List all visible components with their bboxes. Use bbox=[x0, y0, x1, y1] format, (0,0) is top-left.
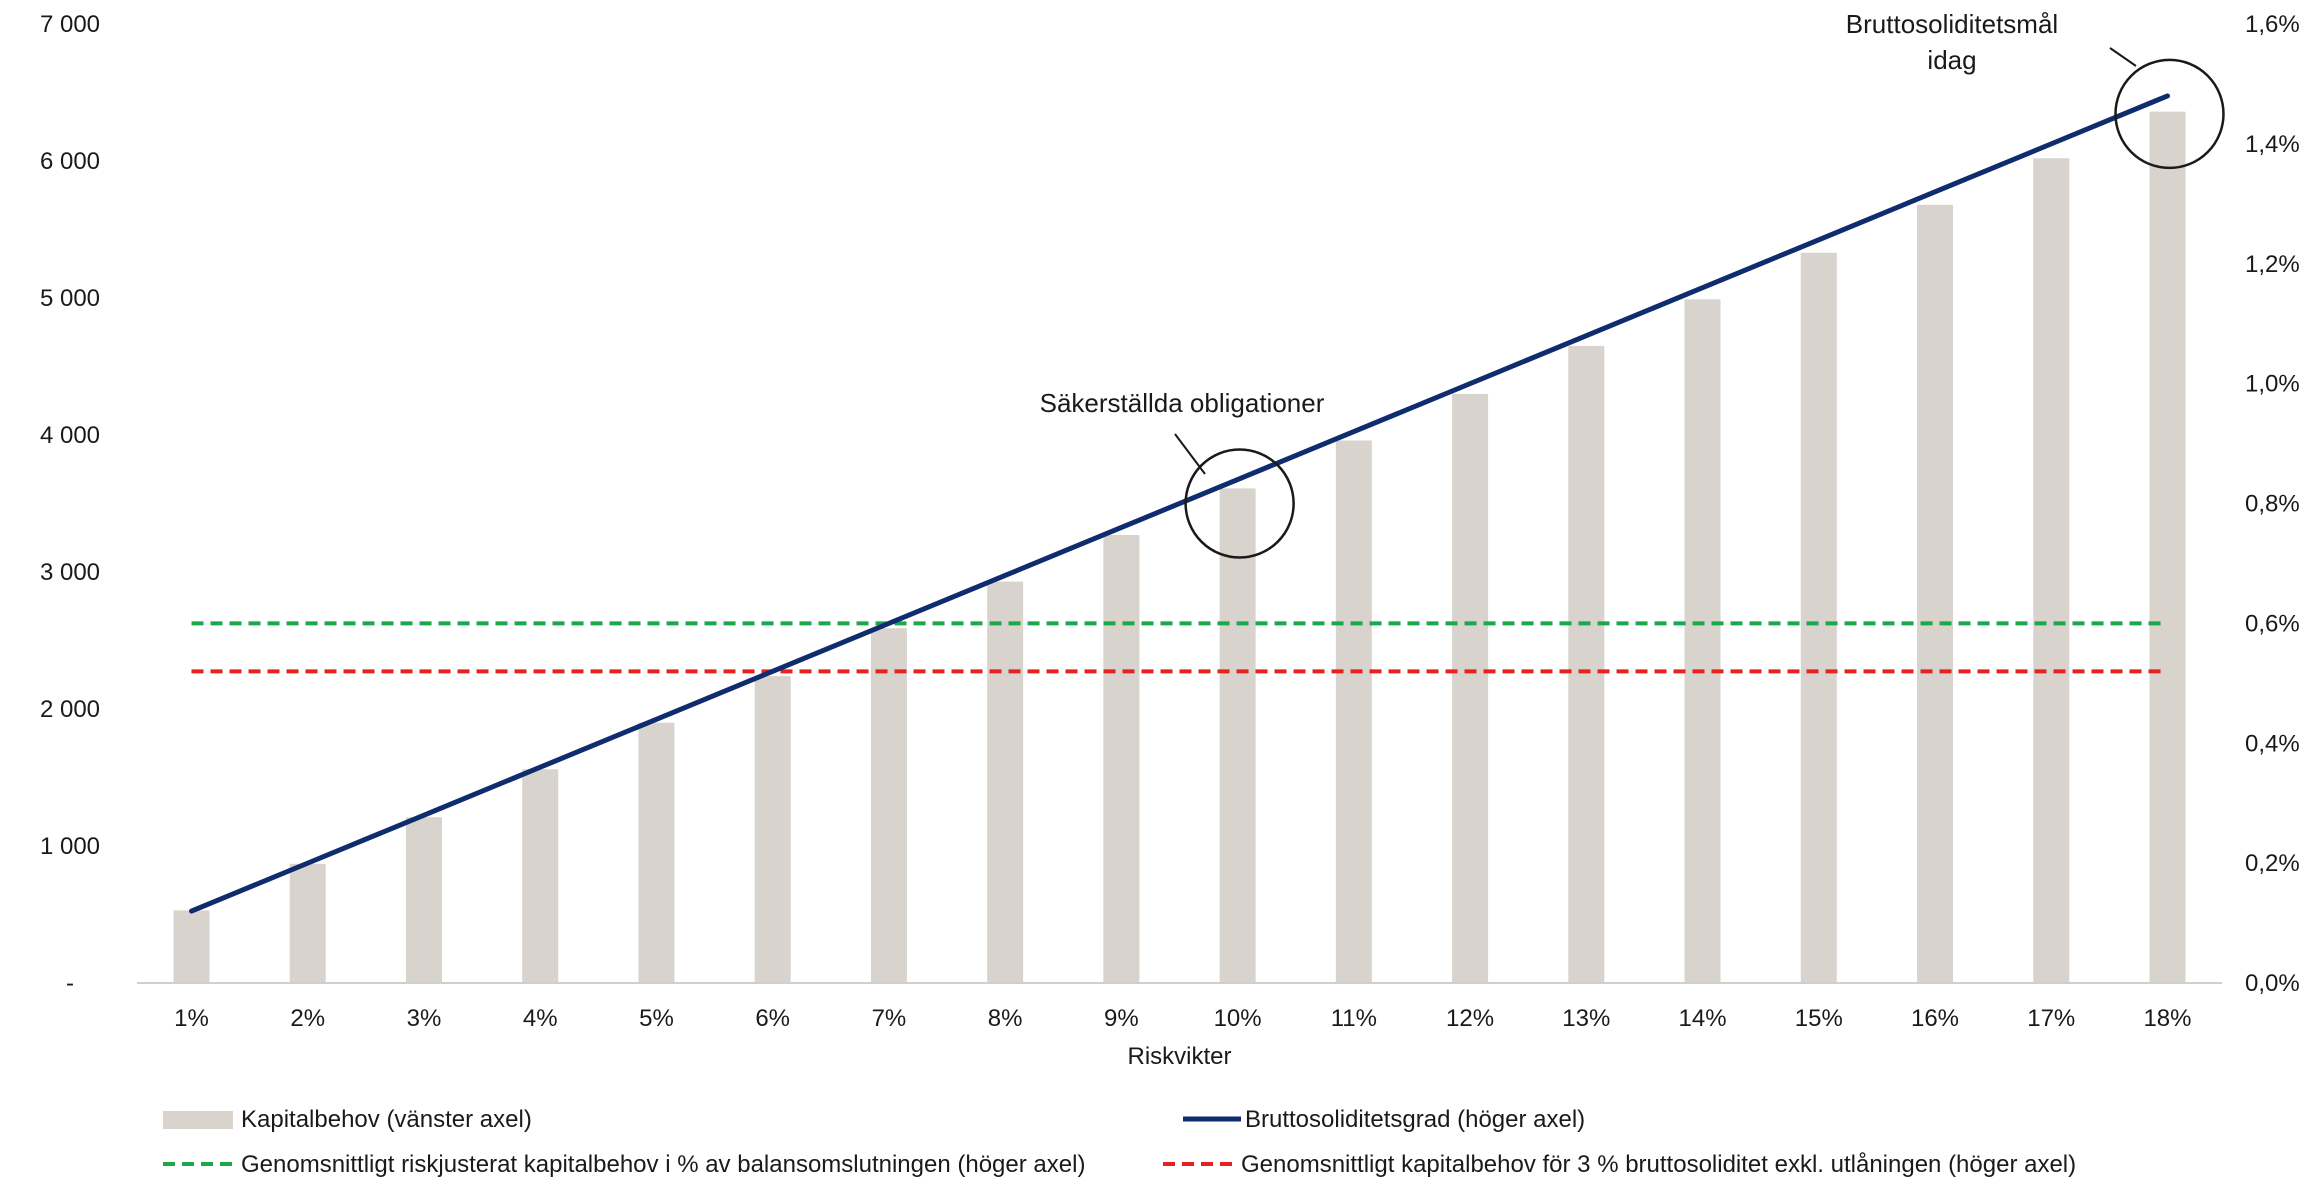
right-tick-label: 0,8% bbox=[2245, 491, 2300, 518]
legend-label: Kapitalbehov (vänster axel) bbox=[241, 1106, 532, 1133]
legend-swatch-bar bbox=[163, 1111, 233, 1129]
bar-2% bbox=[290, 864, 326, 983]
x-tick-label: 6% bbox=[755, 1005, 790, 1032]
x-tick-label: 18% bbox=[2143, 1005, 2191, 1032]
x-tick-label: 2% bbox=[290, 1005, 325, 1032]
x-tick-label: 11% bbox=[1331, 1005, 1377, 1032]
bar-3% bbox=[406, 817, 442, 983]
bar-17% bbox=[2033, 158, 2069, 983]
left-tick-label: 2 000 bbox=[40, 696, 100, 723]
annotation-label: Bruttosoliditetsmål bbox=[1846, 9, 2058, 39]
x-tick-label: 14% bbox=[1679, 1005, 1727, 1032]
bruttosoliditet-line bbox=[192, 96, 2168, 911]
x-tick-label: 15% bbox=[1795, 1005, 1843, 1032]
x-tick-label: 7% bbox=[872, 1005, 907, 1032]
bar-14% bbox=[1685, 299, 1721, 983]
x-tick-label: 12% bbox=[1446, 1005, 1494, 1032]
right-tick-label: 0,6% bbox=[2245, 610, 2300, 637]
right-tick-label: 1,2% bbox=[2245, 251, 2300, 278]
legend-label: Bruttosoliditetsgrad (höger axel) bbox=[1245, 1106, 1585, 1133]
x-tick-label: 16% bbox=[1911, 1005, 1959, 1032]
x-tick-label: 8% bbox=[988, 1005, 1023, 1032]
bar-18% bbox=[2149, 112, 2185, 983]
x-tick-label: 9% bbox=[1104, 1005, 1139, 1032]
x-tick-label: 17% bbox=[2027, 1005, 2075, 1032]
legend: Kapitalbehov (vänster axel) Bruttosolidit… bbox=[163, 1106, 2076, 1178]
bar-13% bbox=[1568, 346, 1604, 983]
line-series bbox=[191, 96, 2167, 911]
bar-5% bbox=[638, 723, 674, 983]
bar-7% bbox=[871, 628, 907, 983]
bar-series bbox=[174, 112, 2186, 983]
right-tick-label: 1,4% bbox=[2245, 131, 2300, 158]
bar-11% bbox=[1336, 440, 1372, 983]
right-tick-label: 0,4% bbox=[2245, 730, 2300, 757]
left-tick-label: 4 000 bbox=[40, 422, 100, 449]
x-tick-label: 10% bbox=[1214, 1005, 1262, 1032]
right-tick-label: 0,0% bbox=[2245, 970, 2300, 997]
x-axis-title: Riskvikter bbox=[1127, 1043, 1231, 1070]
x-tick-label: 5% bbox=[639, 1005, 674, 1032]
reference-lines bbox=[192, 623, 2168, 671]
x-tick-label: 3% bbox=[407, 1005, 442, 1032]
annotation-leader-line bbox=[1175, 434, 1205, 474]
bar-4% bbox=[522, 769, 558, 983]
legend-label: Genomsnittligt kapitalbehov för 3 % brut… bbox=[1241, 1151, 2076, 1178]
bar-6% bbox=[755, 676, 791, 983]
bar-1% bbox=[174, 910, 210, 983]
bar-8% bbox=[987, 582, 1023, 983]
annotation-label: Säkerställda obligationer bbox=[1040, 388, 1325, 418]
right-tick-label: 1,0% bbox=[2245, 371, 2300, 398]
bar-15% bbox=[1801, 253, 1837, 983]
right-tick-label: 1,6% bbox=[2245, 11, 2300, 38]
right-tick-label: 0,2% bbox=[2245, 850, 2300, 877]
left-tick-label: 3 000 bbox=[40, 559, 100, 586]
bar-10% bbox=[1220, 488, 1256, 983]
x-tick-label: 13% bbox=[1562, 1005, 1610, 1032]
left-tick-label: 1 000 bbox=[40, 833, 100, 860]
left-tick-label: 5 000 bbox=[40, 285, 100, 312]
bar-12% bbox=[1452, 394, 1488, 983]
x-tick-label: 1% bbox=[174, 1005, 209, 1032]
tick-labels: - 1 000 2 000 3 000 4 000 5 000 6 000 7 000 0,0%… bbox=[40, 11, 2300, 1032]
legend-label: Genomsnittligt riskjusterat kapitalbehov… bbox=[241, 1151, 1085, 1178]
x-tick-label: 4% bbox=[523, 1005, 558, 1032]
annotation-leader-line bbox=[2110, 48, 2136, 66]
bar-9% bbox=[1103, 535, 1139, 983]
left-tick-label: - bbox=[66, 970, 74, 997]
left-tick-label: 6 000 bbox=[40, 148, 100, 175]
left-tick-label: 7 000 bbox=[40, 11, 100, 38]
annotation-label: idag bbox=[1927, 45, 1976, 75]
bar-16% bbox=[1917, 205, 1953, 983]
